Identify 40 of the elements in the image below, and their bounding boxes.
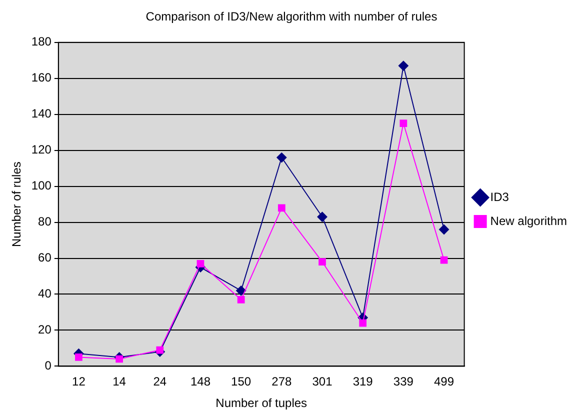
point bbox=[116, 355, 123, 363]
y-tick-label: 40 bbox=[38, 286, 52, 301]
point bbox=[237, 296, 245, 304]
x-axis-title: Number of tuples bbox=[216, 396, 308, 410]
point bbox=[236, 286, 246, 296]
y-axis-title: Number of rules bbox=[10, 162, 24, 247]
x-tick-label: 150 bbox=[231, 374, 252, 389]
legend-label: New algorithm bbox=[490, 214, 568, 228]
point bbox=[439, 224, 450, 234]
x-tick-label: 499 bbox=[434, 374, 454, 389]
y-tick-label: 60 bbox=[38, 250, 52, 265]
y-tick-label: 180 bbox=[31, 34, 52, 49]
x-tick-label: 278 bbox=[272, 374, 292, 389]
point bbox=[440, 256, 448, 264]
y-tick-label: 0 bbox=[44, 358, 52, 373]
x-tick-label: 14 bbox=[112, 374, 126, 389]
y-tick-label: 100 bbox=[31, 178, 52, 193]
y-tick-label: 120 bbox=[31, 142, 52, 157]
x-tick-label: 24 bbox=[153, 374, 167, 389]
legend-label: ID3 bbox=[490, 190, 510, 204]
point bbox=[278, 204, 286, 212]
point bbox=[400, 120, 408, 128]
x-tick-label: 319 bbox=[352, 374, 374, 389]
point bbox=[318, 258, 326, 266]
point bbox=[196, 260, 204, 268]
x-tick-label: 301 bbox=[312, 374, 333, 389]
point bbox=[317, 212, 328, 222]
point bbox=[276, 152, 287, 163]
y-tick-label: 80 bbox=[38, 214, 52, 229]
point bbox=[156, 346, 164, 354]
x-tick-label: 339 bbox=[393, 374, 414, 389]
point bbox=[359, 319, 367, 327]
x-tick-label: 148 bbox=[190, 374, 211, 389]
y-tick-label: 140 bbox=[31, 106, 52, 121]
point bbox=[398, 60, 408, 71]
chart-title: Comparison of ID3/New algorithm with number of rules bbox=[146, 10, 438, 24]
y-tick-label: 20 bbox=[38, 322, 52, 337]
x-tick-label: 12 bbox=[72, 374, 86, 389]
point bbox=[75, 354, 82, 361]
y-tick-label: 160 bbox=[31, 70, 52, 85]
